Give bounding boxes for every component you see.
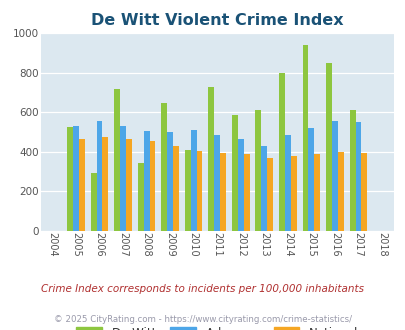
Bar bbox=[149, 141, 155, 231]
Bar bbox=[231, 115, 237, 231]
Bar bbox=[220, 153, 226, 231]
Bar bbox=[96, 121, 102, 231]
Bar bbox=[137, 163, 143, 231]
Bar bbox=[337, 152, 343, 231]
Bar bbox=[114, 89, 120, 231]
Bar bbox=[266, 158, 273, 231]
Bar bbox=[302, 45, 308, 231]
Bar bbox=[67, 127, 73, 231]
Bar bbox=[261, 146, 266, 231]
Bar bbox=[126, 139, 132, 231]
Bar bbox=[278, 73, 284, 231]
Bar bbox=[214, 135, 220, 231]
Bar bbox=[90, 173, 96, 231]
Bar bbox=[313, 154, 320, 231]
Bar bbox=[173, 146, 179, 231]
Bar bbox=[355, 122, 360, 231]
Bar bbox=[196, 151, 202, 231]
Bar bbox=[143, 131, 149, 231]
Bar bbox=[79, 139, 85, 231]
Bar bbox=[360, 153, 367, 231]
Bar bbox=[349, 110, 355, 231]
Legend: De Witt, Arkansas, National: De Witt, Arkansas, National bbox=[76, 327, 358, 330]
Bar bbox=[167, 132, 173, 231]
Bar bbox=[255, 110, 261, 231]
Text: Crime Index corresponds to incidents per 100,000 inhabitants: Crime Index corresponds to incidents per… bbox=[41, 284, 364, 294]
Bar bbox=[120, 126, 126, 231]
Bar bbox=[161, 103, 167, 231]
Text: © 2025 CityRating.com - https://www.cityrating.com/crime-statistics/: © 2025 CityRating.com - https://www.city… bbox=[54, 315, 351, 324]
Bar bbox=[325, 63, 331, 231]
Bar bbox=[237, 139, 243, 231]
Bar bbox=[243, 154, 249, 231]
Title: De Witt Violent Crime Index: De Witt Violent Crime Index bbox=[91, 13, 343, 28]
Bar bbox=[308, 128, 313, 231]
Bar bbox=[208, 87, 214, 231]
Bar bbox=[184, 150, 190, 231]
Bar bbox=[284, 135, 290, 231]
Bar bbox=[102, 137, 108, 231]
Bar bbox=[331, 121, 337, 231]
Bar bbox=[190, 130, 196, 231]
Bar bbox=[73, 126, 79, 231]
Bar bbox=[290, 156, 296, 231]
